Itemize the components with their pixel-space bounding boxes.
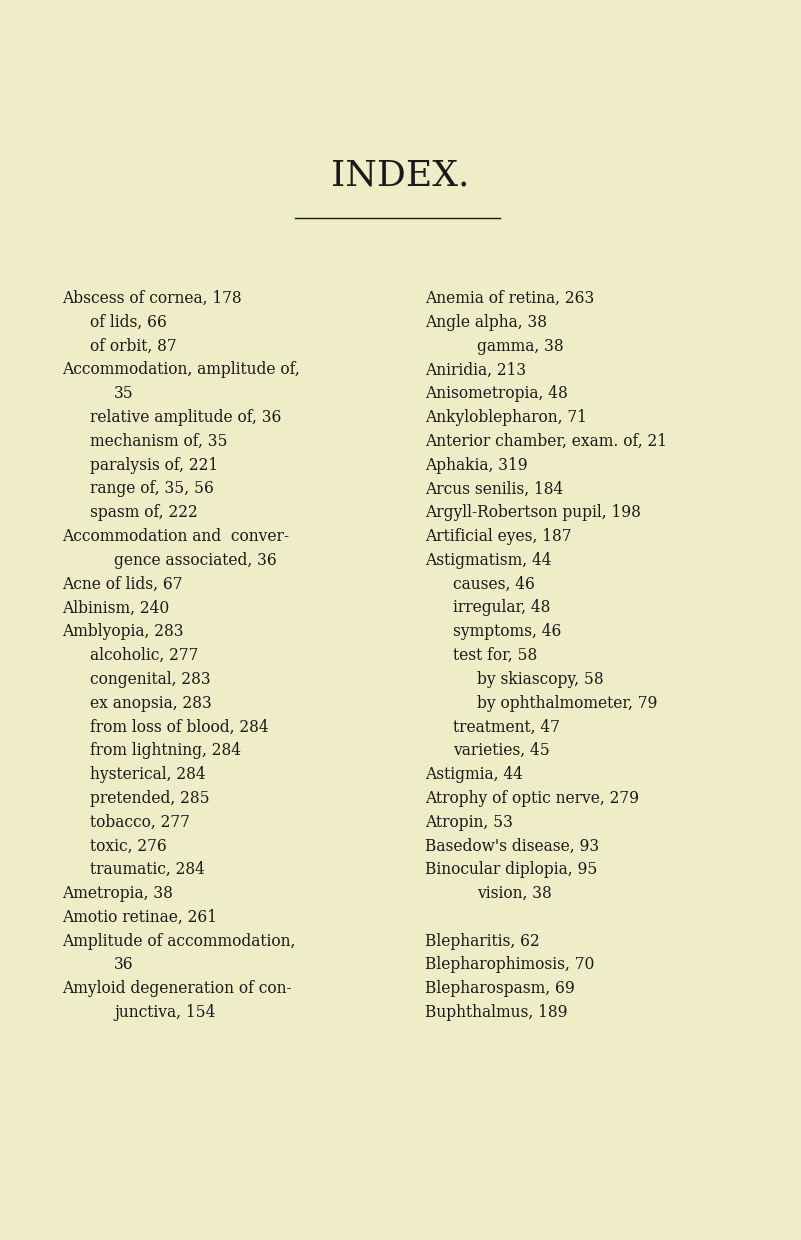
Text: varieties, 45: varieties, 45 (453, 743, 549, 759)
Text: Amplitude of accommodation,: Amplitude of accommodation, (62, 932, 296, 950)
Text: spasm of, 222: spasm of, 222 (90, 505, 198, 521)
Text: Abscess of cornea, 178: Abscess of cornea, 178 (62, 290, 242, 308)
Text: Artificial eyes, 187: Artificial eyes, 187 (425, 528, 571, 546)
Text: Astigmatism, 44: Astigmatism, 44 (425, 552, 552, 569)
Text: Buphthalmus, 189: Buphthalmus, 189 (425, 1004, 567, 1021)
Text: hysterical, 284: hysterical, 284 (90, 766, 206, 782)
Text: 36: 36 (114, 956, 134, 973)
Text: Angle alpha, 38: Angle alpha, 38 (425, 314, 547, 331)
Text: Anisometropia, 48: Anisometropia, 48 (425, 386, 568, 402)
Text: Ametropia, 38: Ametropia, 38 (62, 885, 173, 901)
Text: toxic, 276: toxic, 276 (90, 837, 167, 854)
Text: Anemia of retina, 263: Anemia of retina, 263 (425, 290, 594, 308)
Text: mechanism of, 35: mechanism of, 35 (90, 433, 227, 450)
Text: Atropin, 53: Atropin, 53 (425, 813, 513, 831)
Text: relative amplitude of, 36: relative amplitude of, 36 (90, 409, 281, 427)
Text: range of, 35, 56: range of, 35, 56 (90, 480, 214, 497)
Text: Amblyopia, 283: Amblyopia, 283 (62, 624, 183, 640)
Text: INDEX.: INDEX. (332, 157, 469, 192)
Text: Blepharospasm, 69: Blepharospasm, 69 (425, 980, 575, 997)
Text: Aphakia, 319: Aphakia, 319 (425, 456, 528, 474)
Text: causes, 46: causes, 46 (453, 575, 535, 593)
Text: Accommodation and  conver-: Accommodation and conver- (62, 528, 289, 546)
Text: paralysis of, 221: paralysis of, 221 (90, 456, 218, 474)
Text: alcoholic, 277: alcoholic, 277 (90, 647, 199, 663)
Text: Accommodation, amplitude of,: Accommodation, amplitude of, (62, 361, 300, 378)
Text: tobacco, 277: tobacco, 277 (90, 813, 190, 831)
Text: treatment, 47: treatment, 47 (453, 718, 560, 735)
Text: Aniridia, 213: Aniridia, 213 (425, 361, 526, 378)
Text: Basedow's disease, 93: Basedow's disease, 93 (425, 837, 599, 854)
Text: pretended, 285: pretended, 285 (90, 790, 210, 807)
Text: gence associated, 36: gence associated, 36 (114, 552, 277, 569)
Text: symptoms, 46: symptoms, 46 (453, 624, 562, 640)
Text: gamma, 38: gamma, 38 (477, 337, 564, 355)
Text: from lightning, 284: from lightning, 284 (90, 743, 241, 759)
Text: Astigmia, 44: Astigmia, 44 (425, 766, 523, 782)
Text: Anterior chamber, exam. of, 21: Anterior chamber, exam. of, 21 (425, 433, 667, 450)
Text: Binocular diplopia, 95: Binocular diplopia, 95 (425, 862, 598, 878)
Text: irregular, 48: irregular, 48 (453, 599, 550, 616)
Text: of lids, 66: of lids, 66 (90, 314, 167, 331)
Text: vision, 38: vision, 38 (477, 885, 552, 901)
Text: of orbit, 87: of orbit, 87 (90, 337, 177, 355)
Text: Blepharitis, 62: Blepharitis, 62 (425, 932, 540, 950)
Text: by skiascopy, 58: by skiascopy, 58 (477, 671, 604, 688)
Text: Blepharophimosis, 70: Blepharophimosis, 70 (425, 956, 594, 973)
Text: Albinism, 240: Albinism, 240 (62, 599, 169, 616)
Text: 35: 35 (114, 386, 134, 402)
Text: junctiva, 154: junctiva, 154 (114, 1004, 215, 1021)
Text: Argyll-Robertson pupil, 198: Argyll-Robertson pupil, 198 (425, 505, 641, 521)
Text: from loss of blood, 284: from loss of blood, 284 (90, 718, 268, 735)
Text: Atrophy of optic nerve, 279: Atrophy of optic nerve, 279 (425, 790, 639, 807)
Text: Amotio retinae, 261: Amotio retinae, 261 (62, 909, 217, 926)
Text: congenital, 283: congenital, 283 (90, 671, 211, 688)
Text: Acne of lids, 67: Acne of lids, 67 (62, 575, 183, 593)
Text: Arcus senilis, 184: Arcus senilis, 184 (425, 480, 563, 497)
Text: traumatic, 284: traumatic, 284 (90, 862, 205, 878)
Text: Ankyloblepharon, 71: Ankyloblepharon, 71 (425, 409, 587, 427)
Text: by ophthalmometer, 79: by ophthalmometer, 79 (477, 694, 658, 712)
Text: test for, 58: test for, 58 (453, 647, 537, 663)
Text: ex anopsia, 283: ex anopsia, 283 (90, 694, 211, 712)
Text: Amyloid degeneration of con-: Amyloid degeneration of con- (62, 980, 292, 997)
